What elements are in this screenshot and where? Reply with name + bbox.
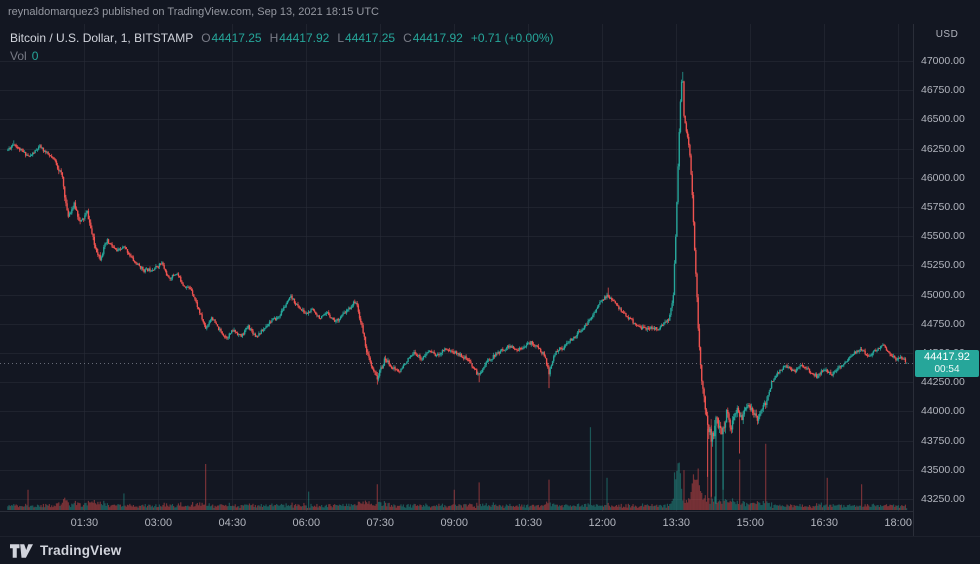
tradingview-logo-text: TradingView xyxy=(40,543,122,558)
chart-legend: Bitcoin / U.S. Dollar, 1, BITSTAMP O 4441… xyxy=(10,29,554,65)
high-value: 44417.92 xyxy=(279,31,330,45)
price-tick-label: 46000.00 xyxy=(921,171,965,184)
chart-region: Bitcoin / U.S. Dollar, 1, BITSTAMP O 4441… xyxy=(0,24,980,536)
last-price-badge: 44417.92 00:54 xyxy=(915,349,979,377)
volume-label: Vol xyxy=(10,49,27,63)
price-tick-label: 45250.00 xyxy=(921,259,965,272)
price-tick-label: 44000.00 xyxy=(921,405,965,418)
price-tick-label: 46500.00 xyxy=(921,113,965,126)
time-tick-label: 13:30 xyxy=(662,517,690,529)
time-tick-label: 06:00 xyxy=(292,517,321,529)
legend-separator: , xyxy=(114,31,121,45)
time-tick-label: 01:30 xyxy=(70,517,99,529)
tradingview-logo-icon xyxy=(10,543,33,558)
time-tick-label: 15:00 xyxy=(736,517,764,529)
time-tick-label: 03:00 xyxy=(144,517,173,529)
price-tick-label: 43250.00 xyxy=(921,493,965,506)
publish-text: reynaldomarquez3 published on TradingVie… xyxy=(8,6,379,18)
chart-interval[interactable]: 1 xyxy=(120,31,128,45)
open-value: 44417.25 xyxy=(211,31,262,45)
price-tick-label: 46750.00 xyxy=(921,84,965,97)
time-tick-label: 07:30 xyxy=(366,517,395,529)
bar-countdown: 00:54 xyxy=(934,363,960,375)
currency-label[interactable]: USD xyxy=(935,29,959,40)
exchange-name: BITSTAMP xyxy=(134,31,194,45)
price-tick-label: 46250.00 xyxy=(921,142,965,155)
price-tick-label: 47000.00 xyxy=(921,54,965,67)
time-tick-label: 10:30 xyxy=(514,517,543,529)
low-label: L xyxy=(337,31,345,45)
close-value: 44417.92 xyxy=(412,31,463,45)
time-axis[interactable]: 01:30 03:00 04:30 06:00 07:30 09:00 10:30 12:00… xyxy=(0,511,913,536)
price-change: +0.71 (+0.00%) xyxy=(470,31,554,45)
tradingview-logo[interactable]: TradingView xyxy=(10,543,121,559)
price-tick-label: 45500.00 xyxy=(921,230,965,243)
footer-bar: TradingView xyxy=(0,536,980,564)
candlestick-chart-canvas[interactable] xyxy=(0,24,913,536)
legend-separator: , xyxy=(127,31,135,45)
volume-value: 0 xyxy=(31,49,39,63)
time-tick-label: 09:00 xyxy=(440,517,469,529)
price-tick-label: 44750.00 xyxy=(921,317,965,330)
price-tick-label: 45750.00 xyxy=(921,200,965,213)
price-tick-label: 45000.00 xyxy=(921,288,965,301)
time-tick-label: 18:00 xyxy=(884,517,912,529)
high-label: H xyxy=(269,31,279,45)
price-tick-label: 44250.00 xyxy=(921,376,965,389)
time-tick-label: 16:30 xyxy=(810,517,838,529)
price-tick-label: 43500.00 xyxy=(921,463,965,476)
price-tick-label: 43750.00 xyxy=(921,434,965,447)
legend-symbol-row: Bitcoin / U.S. Dollar, 1, BITSTAMP O 4441… xyxy=(10,29,554,47)
last-price-value: 44417.92 xyxy=(924,350,970,363)
close-label: C xyxy=(403,31,412,45)
legend-volume-row: Vol 0 xyxy=(10,47,554,65)
publish-bar: reynaldomarquez3 published on TradingVie… xyxy=(0,0,980,24)
symbol-title[interactable]: Bitcoin / U.S. Dollar xyxy=(10,31,115,45)
time-tick-label: 12:00 xyxy=(588,517,617,529)
low-value: 44417.25 xyxy=(345,31,396,45)
price-axis[interactable]: USD 47000.00 46750.00 46500.00 46250.00 4600… xyxy=(913,24,980,536)
time-tick-label: 04:30 xyxy=(218,517,247,529)
open-label: O xyxy=(201,31,211,45)
